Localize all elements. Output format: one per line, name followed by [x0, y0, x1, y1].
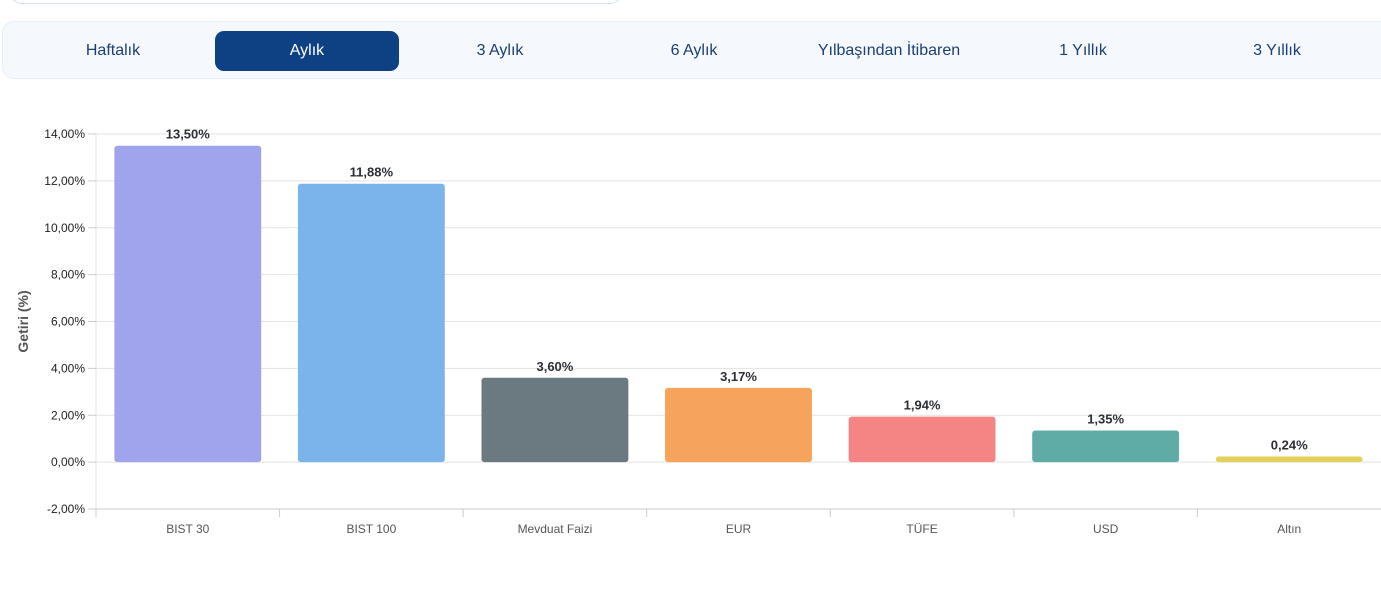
x-tick-label: Mevduat Faizi: [518, 522, 593, 536]
x-tick-label: EUR: [726, 522, 752, 536]
bars: [114, 145, 1363, 463]
x-tick-label: USD: [1093, 522, 1119, 536]
data-label: 1,35%: [1087, 411, 1124, 426]
data-label: 0,24%: [1271, 438, 1308, 453]
period-tabs: Haftalık Aylık 3 Aylık 6 Aylık Yılbaşınd…: [2, 21, 1381, 79]
x-axis-ticks: BIST 30 BIST 100 Mevduat Faizi EUR TÜFE USD Al…: [95, 509, 1301, 536]
x-tick-label: BIST 30: [166, 522, 209, 536]
y-tick-label: -2,00%: [47, 502, 85, 516]
data-labels: 13,50% 11,88% 3,60% 3,17% 1,94% 1,35% 0,24%: [166, 127, 1308, 453]
y-axis-label: Getiri (%): [15, 290, 31, 352]
returns-bar-chart: -2,00% 0,00% 2,00% 4,00% 6,00% 8,00% 10,00% 12,…: [15, 127, 1381, 536]
bar[interactable]: [1032, 430, 1180, 463]
y-tick-label: 4,00%: [51, 361, 85, 375]
y-axis-ticks: -2,00% 0,00% 2,00% 4,00% 6,00% 8,00% 10,00% 12,…: [44, 127, 96, 516]
bar[interactable]: [665, 387, 812, 463]
y-tick-label: 10,00%: [44, 221, 85, 235]
data-label: 3,60%: [536, 359, 573, 374]
tab-3-aylik[interactable]: 3 Aylık: [476, 42, 524, 59]
y-tick-label: 12,00%: [44, 174, 85, 188]
bar[interactable]: [114, 145, 262, 463]
bar[interactable]: [848, 416, 996, 463]
y-tick-label: 6,00%: [51, 315, 85, 329]
y-tick-label: 2,00%: [51, 408, 85, 422]
tab-3-yillik[interactable]: 3 Yıllık: [1253, 42, 1301, 59]
bar[interactable]: [1215, 456, 1363, 463]
tab-6-aylik[interactable]: 6 Aylık: [670, 42, 718, 59]
x-tick-label: Altın: [1277, 522, 1301, 536]
bar[interactable]: [481, 377, 629, 463]
y-tick-label: 14,00%: [44, 127, 85, 141]
data-label: 13,50%: [166, 127, 211, 142]
tab-yilbasindan-itibaren[interactable]: Yılbaşından İtibaren: [817, 42, 961, 59]
tab-haftalik[interactable]: Haftalık: [85, 42, 141, 59]
data-label: 3,17%: [720, 369, 757, 384]
search-bar-edge[interactable]: [10, 0, 622, 4]
y-tick-label: 0,00%: [51, 455, 85, 469]
tab-1-yillik[interactable]: 1 Yıllık: [1059, 42, 1107, 59]
x-tick-label: TÜFE: [906, 522, 937, 536]
y-tick-label: 8,00%: [51, 268, 85, 282]
data-label: 11,88%: [350, 165, 394, 180]
tab-aylik[interactable]: Aylık: [215, 31, 399, 71]
data-label: 1,94%: [904, 398, 941, 413]
x-tick-label: BIST 100: [346, 522, 396, 536]
bar[interactable]: [297, 183, 445, 463]
